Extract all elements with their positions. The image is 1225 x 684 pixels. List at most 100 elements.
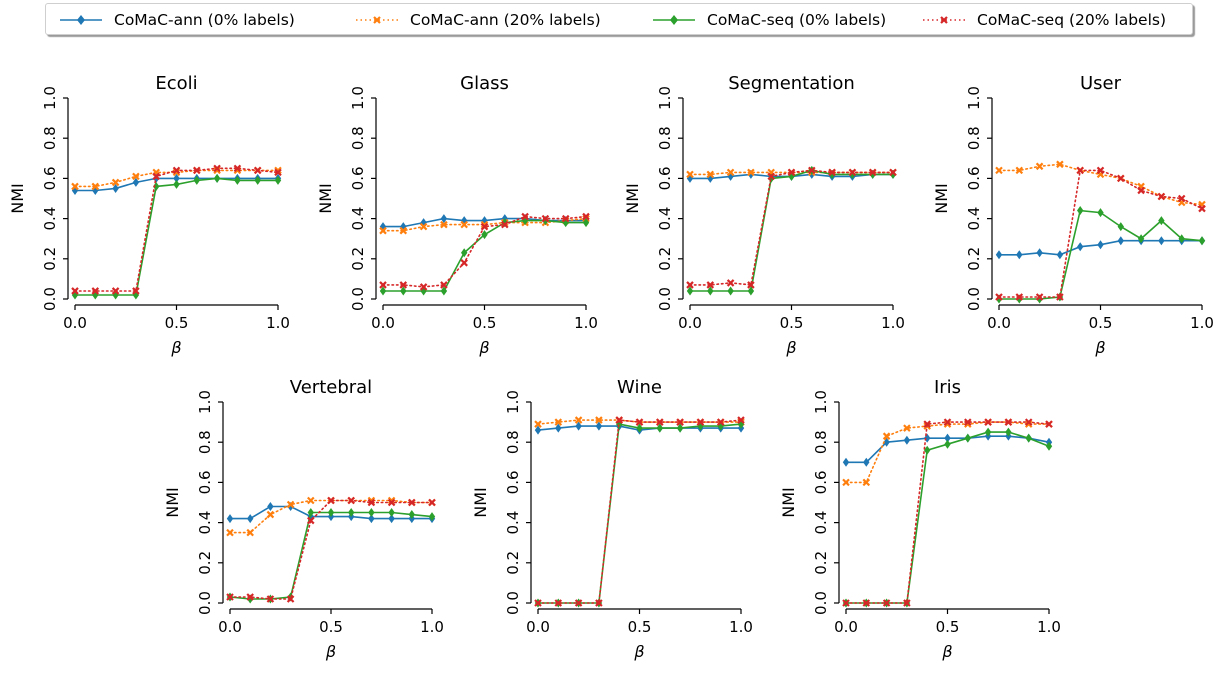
data-point — [153, 181, 160, 191]
data-point — [1056, 293, 1064, 301]
y-axis-label: NMI — [8, 183, 27, 214]
x-tick-label: 0.5 — [319, 618, 343, 636]
data-point — [368, 514, 375, 524]
data-point — [676, 423, 684, 433]
legend-item: CoMaC-ann (20% labels) — [354, 4, 601, 36]
x-tick-label: 0.0 — [371, 314, 395, 332]
legend-item: CoMaC-seq (20% labels) — [921, 4, 1166, 36]
data-point — [574, 416, 583, 424]
data-point — [91, 287, 100, 295]
y-tick-label: 0.2 — [349, 247, 367, 271]
data-point — [111, 178, 120, 187]
subplot-title: Ecoli — [155, 73, 197, 94]
data-point — [964, 433, 971, 443]
data-point — [274, 175, 282, 185]
data-point — [246, 528, 254, 537]
y-tick-label: 0.8 — [196, 430, 214, 454]
series-line — [229, 511, 433, 600]
data-point — [943, 418, 952, 426]
data-point — [440, 214, 448, 224]
data-point — [787, 168, 796, 177]
series-line — [845, 421, 1050, 604]
data-point — [132, 177, 140, 187]
data-point — [193, 166, 201, 175]
data-point — [400, 286, 407, 296]
data-point — [595, 599, 603, 607]
data-point — [233, 164, 242, 173]
series-line — [229, 499, 433, 600]
data-point — [213, 164, 221, 173]
series-line — [689, 169, 894, 286]
y-tick-label: 0.6 — [965, 166, 983, 190]
data-point — [707, 173, 714, 183]
y-tick-label: 0.0 — [349, 287, 367, 311]
data-point — [582, 212, 590, 221]
x-tick-label: 0.0 — [218, 618, 242, 636]
data-point — [868, 168, 877, 177]
data-point — [253, 166, 262, 175]
y-axis-label: NMI — [316, 183, 335, 214]
series-line — [75, 177, 278, 296]
data-point — [111, 287, 120, 295]
data-point — [862, 599, 871, 607]
y-tick-label: 0.2 — [965, 247, 983, 271]
y-tick-label: 0.2 — [41, 247, 59, 271]
data-point — [379, 286, 387, 296]
y-tick-label: 0.8 — [965, 126, 983, 150]
data-point — [266, 510, 275, 519]
data-point — [388, 514, 395, 524]
data-point — [1158, 236, 1165, 246]
legend-label: CoMaC-seq (0% labels) — [707, 11, 887, 29]
data-point — [408, 498, 416, 507]
data-point — [686, 281, 694, 289]
legend-swatch-icon — [60, 15, 102, 25]
data-point — [461, 248, 468, 258]
series-line — [537, 419, 742, 604]
data-point — [172, 168, 181, 177]
data-point — [254, 175, 261, 185]
x-tick-label: 0.5 — [473, 314, 497, 332]
data-point — [534, 420, 542, 428]
data-point — [419, 222, 428, 231]
data-point — [193, 175, 200, 185]
data-point — [286, 595, 295, 603]
data-point — [889, 168, 897, 177]
data-point — [367, 498, 376, 507]
y-tick-label: 0.2 — [656, 247, 674, 271]
subplot-title: Wine — [617, 377, 662, 398]
series-line — [845, 421, 1050, 484]
data-point — [1137, 186, 1145, 195]
data-point — [727, 286, 734, 296]
data-point — [1177, 194, 1186, 203]
data-point — [399, 281, 408, 289]
data-point — [152, 172, 160, 181]
data-point — [737, 416, 745, 424]
data-point — [554, 418, 563, 426]
data-point — [1117, 222, 1124, 232]
data-point — [419, 283, 428, 291]
data-point — [1015, 293, 1024, 301]
legend-swatch-icon — [653, 15, 695, 25]
data-point — [71, 182, 79, 191]
y-tick-label: 0.4 — [196, 511, 214, 535]
data-point — [1117, 236, 1124, 246]
x-tick-label: 0.5 — [1089, 314, 1113, 332]
subplot-title: Iris — [934, 377, 961, 398]
y-tick-label: 0.2 — [196, 551, 214, 575]
subplot-title: Vertebral — [290, 377, 372, 398]
data-point — [274, 168, 282, 177]
data-point — [706, 281, 715, 289]
data-point — [696, 418, 705, 426]
data-point — [1056, 250, 1064, 260]
legend-swatch-icon — [923, 16, 965, 24]
data-point — [428, 512, 436, 522]
subplot-user: User 0.0 0.2 0.4 0.6 0.8 1.0 NMI 0.0 0.5 1.0 β — [932, 73, 1214, 357]
y-tick-label: 0.6 — [196, 470, 214, 494]
data-point — [984, 427, 992, 437]
x-axis-label: β — [941, 642, 952, 661]
series-line — [999, 209, 1203, 300]
subplot-title: User — [1080, 73, 1122, 94]
data-point — [842, 599, 850, 607]
data-point — [286, 500, 295, 509]
data-point — [521, 212, 529, 221]
